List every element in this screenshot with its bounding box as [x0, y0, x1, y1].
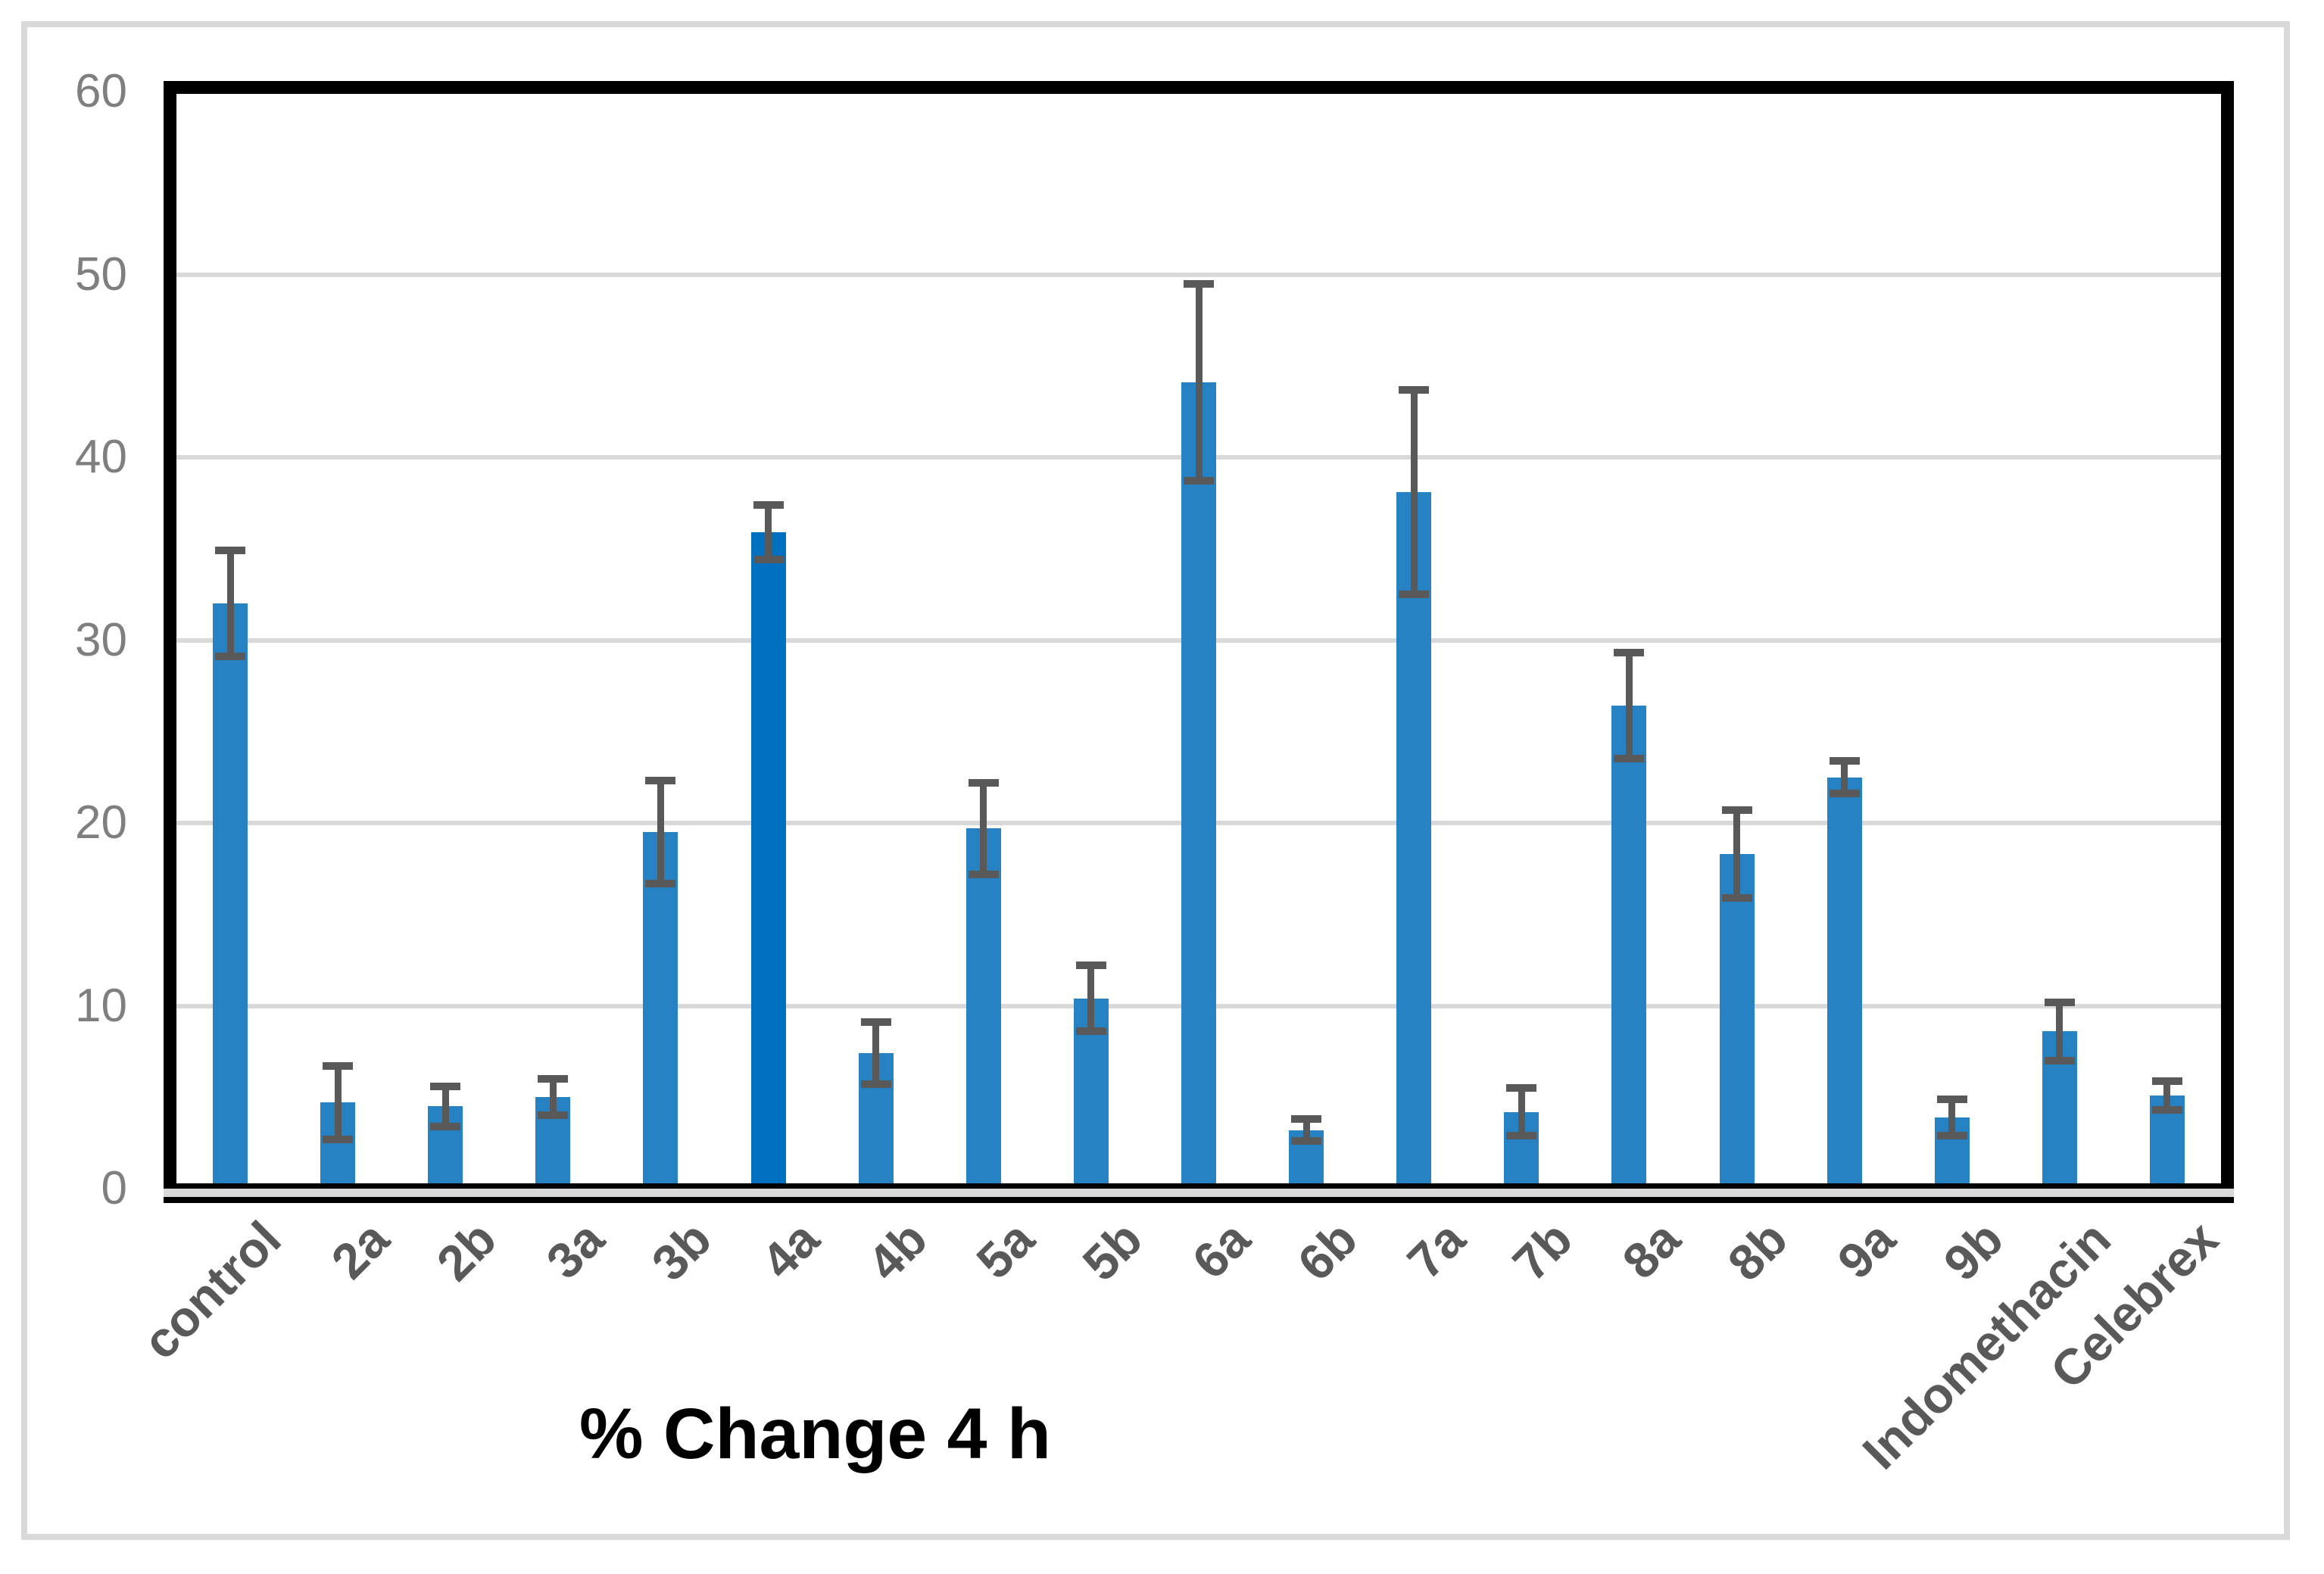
error-bar-stem-control [226, 550, 234, 657]
error-bar-cap-bottom-8a [1614, 755, 1645, 763]
error-bar-cap-bottom-2a [323, 1135, 354, 1143]
bar-8a [1611, 706, 1647, 1186]
error-bar-cap-bottom-6b [1291, 1137, 1322, 1145]
error-bar-cap-bottom-5b [1075, 1027, 1106, 1036]
plot-area [176, 94, 2221, 1186]
bar-7a [1396, 491, 1432, 1186]
error-bar-stem-2a [334, 1066, 342, 1139]
chart-title: % Change 4 h [579, 1394, 1051, 1474]
error-bar-stem-9a [1841, 760, 1848, 794]
error-bar-cap-bottom-4b [860, 1080, 891, 1089]
y-axis-tick-label-40: 40 [75, 431, 127, 483]
error-bar-stem-7b [1518, 1088, 1525, 1136]
error-bar-stem-4b [872, 1022, 880, 1085]
error-bar-stem-2b [441, 1086, 449, 1127]
bar-4a [750, 532, 786, 1186]
bar-control [213, 603, 248, 1186]
y-axis-tick-label-10: 10 [75, 979, 127, 1032]
error-bar-cap-bottom-9a [1829, 790, 1860, 798]
error-bar-cap-bottom-7b [1506, 1131, 1537, 1139]
bar-5a [965, 828, 1001, 1186]
bar-9a [1826, 777, 1862, 1186]
error-bar-cap-bottom-5a [968, 870, 999, 878]
bar-6a [1181, 382, 1216, 1186]
gridline-50 [176, 272, 2221, 277]
error-bar-stem-Indomethacin [2056, 1002, 2064, 1061]
error-bar-cap-bottom-Indomethacin [2044, 1056, 2075, 1064]
error-bar-cap-bottom-6a [1184, 477, 1214, 485]
error-bar-stem-4a [765, 504, 772, 560]
bar-3b [643, 832, 678, 1186]
error-bar-stem-5b [1087, 965, 1095, 1032]
bar-8b [1719, 854, 1755, 1186]
error-bar-stem-6a [1195, 283, 1203, 482]
error-bar-stem-6b [1302, 1119, 1310, 1142]
error-bar-stem-Celebrex [2163, 1080, 2171, 1111]
error-bar-cap-bottom-control [215, 653, 246, 661]
y-axis-tick-label-50: 50 [75, 248, 127, 301]
error-bar-stem-8b [1733, 810, 1741, 898]
error-bar-cap-bottom-3a [538, 1111, 569, 1120]
error-bar-stem-9b [1948, 1099, 1956, 1136]
y-axis-tick-label-20: 20 [75, 796, 127, 849]
x-axis-line-highlight [164, 1189, 2234, 1197]
error-bar-cap-bottom-4a [753, 556, 784, 564]
error-bar-cap-bottom-8b [1721, 894, 1752, 902]
error-bar-stem-3b [657, 781, 664, 884]
error-bar-stem-3a [549, 1079, 557, 1116]
error-bar-stem-7a [1410, 389, 1418, 595]
y-axis-tick-label-0: 0 [101, 1162, 127, 1214]
error-bar-cap-bottom-2b [430, 1122, 461, 1130]
y-axis-tick-label-30: 30 [75, 613, 127, 666]
y-axis-tick-label-60: 60 [75, 65, 127, 117]
error-bar-stem-8a [1625, 653, 1633, 759]
plot-border-bottom [164, 1197, 2234, 1203]
error-bar-cap-bottom-Celebrex [2151, 1106, 2182, 1114]
error-bar-cap-bottom-9b [1936, 1131, 1967, 1139]
error-bar-stem-5a [980, 782, 987, 874]
error-bar-cap-bottom-7a [1399, 591, 1430, 599]
error-bar-cap-bottom-3b [645, 879, 676, 887]
x-axis-line [164, 1183, 2234, 1189]
figure-frame [21, 21, 2290, 1540]
